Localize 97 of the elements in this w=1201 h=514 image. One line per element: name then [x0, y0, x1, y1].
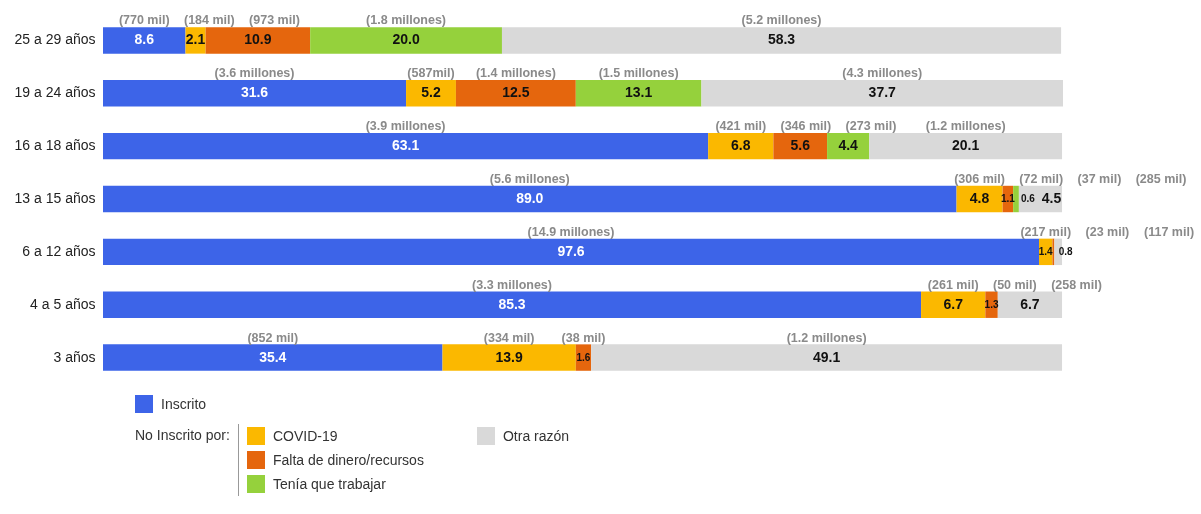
- bar: [103, 344, 443, 371]
- annotation: (258 mil): [1051, 277, 1102, 292]
- annotation: (184 mil): [183, 13, 235, 28]
- bar: [773, 132, 828, 160]
- y-tick-label: 3 años: [53, 348, 96, 365]
- text: (117 mil): [1144, 224, 1195, 239]
- bar: [103, 80, 407, 107]
- bar: [205, 27, 311, 54]
- bar: [997, 291, 1063, 318]
- y-tick-label: 4 a 5 años: [30, 295, 96, 312]
- data-label: 0.6: [1020, 193, 1036, 204]
- data-label: 20.0: [392, 31, 420, 48]
- annotation: (1.2 millones): [925, 119, 1006, 134]
- data-label: 20.1: [952, 137, 980, 154]
- data-label: 49.1: [812, 348, 841, 365]
- y-tick-label: 6 a 12 años: [22, 242, 96, 259]
- data-label: 58.3: [767, 31, 796, 48]
- annotation: (1.2 millones): [786, 330, 867, 345]
- data-label: 10.9: [244, 31, 272, 48]
- bar: [869, 132, 1063, 160]
- annotation: (5.2 millones): [741, 13, 822, 28]
- text: (285 mil): [1135, 172, 1187, 186]
- bar: [103, 27, 186, 54]
- data-label: 0.8: [1058, 245, 1074, 257]
- data-label: 6.7: [943, 295, 964, 312]
- bar: [708, 132, 774, 160]
- legend-label: Tenía que trabajar: [272, 476, 386, 492]
- legend-label: Inscrito: [161, 396, 207, 412]
- legend-title: No Inscrito por:: [135, 426, 230, 445]
- data-label: 13.1: [625, 84, 653, 101]
- annotation: (50 mil): [992, 277, 1037, 292]
- annotation: (306 mil): [954, 172, 1005, 186]
- data-label: 1.6: [576, 351, 591, 363]
- data-label: 2.1: [185, 31, 206, 48]
- bar: [575, 80, 702, 107]
- data-label: 5.6: [790, 137, 811, 154]
- bar: [921, 291, 986, 318]
- annotation: (852 mil): [247, 330, 299, 345]
- data-label: 37.7: [868, 84, 897, 101]
- bar: [103, 185, 957, 213]
- y-tick-label: 19 a 24 años: [14, 84, 96, 101]
- annotation: (1.5 millones): [598, 66, 679, 81]
- bar: [310, 27, 502, 54]
- bar: [103, 238, 1040, 266]
- annotation: (346 mil): [780, 119, 832, 134]
- y-tick-label: 13 a 15 años: [14, 190, 96, 206]
- data-label: 35.4: [259, 348, 287, 365]
- annotation: (973 mil): [249, 13, 300, 28]
- bar: [701, 80, 1063, 107]
- legend-label: Otra razón: [502, 428, 570, 444]
- data-label: 4.8: [969, 190, 990, 206]
- data-label: 5.2: [421, 84, 441, 101]
- bar: [103, 291, 922, 318]
- annotation: (4.3 millones): [842, 66, 923, 81]
- annotation: (72 mil): [1019, 172, 1064, 186]
- data-label: 4.4: [838, 137, 859, 154]
- annotation: (3.3 millones): [472, 277, 552, 292]
- data-label: 89.0: [516, 190, 544, 206]
- data-label: 63.1: [391, 137, 420, 154]
- annotation: (3.6 millones): [214, 66, 295, 81]
- data-label: 1.4: [1038, 245, 1054, 257]
- annotation: (421 mil): [715, 119, 767, 134]
- data-label: 31.6: [240, 84, 269, 101]
- data-label: 8.6: [134, 31, 155, 48]
- legend-label: Falta de dinero/recursos: [272, 452, 424, 468]
- annotation: (770 mil): [118, 13, 170, 28]
- bar: [406, 80, 456, 107]
- annotation: (273 mil): [845, 119, 897, 134]
- text: (23 mil): [1085, 224, 1130, 239]
- data-label: 85.3: [498, 295, 526, 312]
- data-label: 97.6: [557, 242, 585, 259]
- annotation: (587mil): [407, 66, 455, 81]
- data-label: 13.9: [495, 348, 523, 365]
- y-tick-label: 25 a 29 años: [14, 31, 96, 48]
- data-label: 4.5: [1041, 190, 1062, 206]
- bar: [591, 344, 1063, 371]
- annotation: (261 mil): [927, 277, 979, 292]
- annotation: (38 mil): [561, 330, 606, 345]
- legend-label: COVID-19: [272, 428, 338, 444]
- bar: [501, 27, 1062, 54]
- annotation: (217 mil): [1020, 224, 1072, 239]
- annotation: (5.6 millones): [489, 172, 570, 186]
- text: (37 mil): [1077, 172, 1122, 186]
- data-label: 1.1: [1000, 193, 1016, 204]
- data-label: 6.8: [731, 137, 751, 154]
- y-tick-label: 16 a 18 años: [14, 137, 96, 154]
- annotation: (1.4 millones): [475, 66, 556, 81]
- data-label: 12.5: [502, 84, 530, 101]
- bar: [103, 132, 709, 160]
- annotation: (1.8 millones): [366, 13, 446, 28]
- bar: [455, 80, 576, 107]
- data-label: 6.7: [1020, 295, 1040, 312]
- annotation: (334 mil): [483, 330, 535, 345]
- annotation: (14.9 millones): [527, 224, 615, 239]
- bar: [1013, 185, 1019, 213]
- annotation: (3.9 millones): [365, 119, 446, 134]
- bar: [442, 344, 576, 371]
